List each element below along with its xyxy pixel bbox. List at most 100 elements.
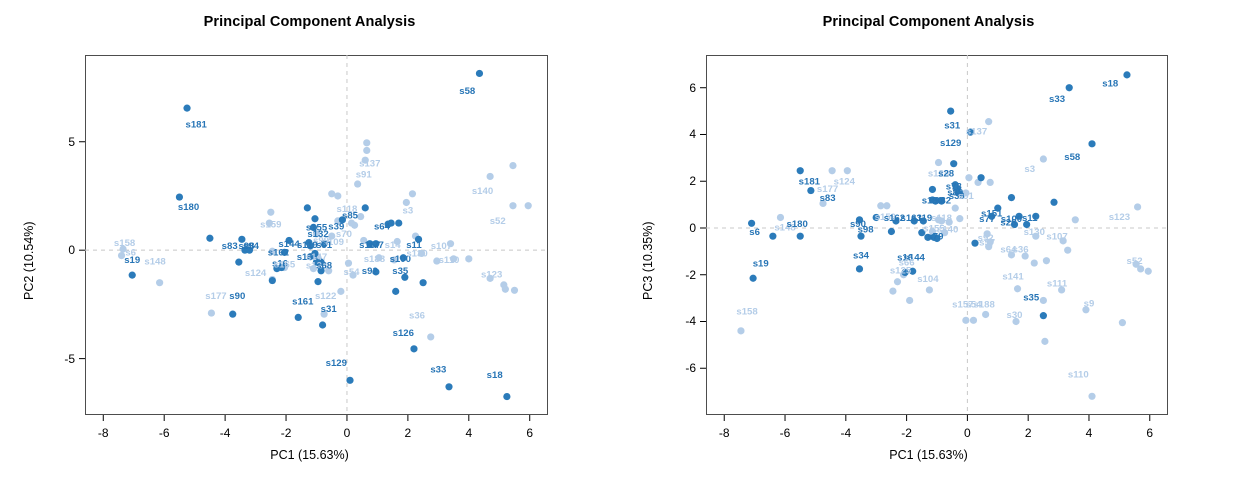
point-label: s181 bbox=[799, 177, 821, 188]
scatter-canvas: s18s33s31s137s129s58s3s181s177s124s128s2… bbox=[700, 55, 1168, 421]
scatter-point bbox=[977, 174, 985, 182]
point-label: s52 bbox=[490, 216, 506, 227]
point-label: s64 bbox=[374, 222, 391, 233]
pca-panel-pc1-pc3: Principal Component Analysis PC1 (15.63%… bbox=[619, 0, 1238, 500]
scatter-point bbox=[924, 233, 932, 241]
scatter-point bbox=[524, 202, 532, 210]
point-label: s26 bbox=[1000, 218, 1016, 229]
point-label: s140 bbox=[937, 225, 958, 236]
scatter-point bbox=[235, 258, 243, 266]
point-label: s151 bbox=[981, 208, 1003, 219]
scatter-point bbox=[1007, 193, 1016, 202]
scatter-point bbox=[769, 232, 777, 240]
point-label: s177 bbox=[817, 184, 838, 195]
point-label: s125 bbox=[890, 266, 912, 277]
scatter-point bbox=[314, 278, 322, 286]
point-label: s159 bbox=[875, 212, 896, 223]
scatter-point bbox=[1071, 216, 1079, 224]
y-tick-label: 0 bbox=[689, 220, 696, 235]
scatter-point bbox=[449, 255, 458, 263]
point-label: s35 bbox=[1023, 292, 1040, 303]
x-tick-label: -2 bbox=[901, 426, 912, 440]
scatter-point bbox=[1042, 257, 1051, 265]
scatter-point bbox=[1032, 212, 1040, 220]
point-label: s98 bbox=[929, 195, 946, 206]
y-tick-label: 5 bbox=[68, 134, 75, 149]
x-tick-label: 2 bbox=[404, 426, 412, 440]
scatter-point bbox=[962, 316, 970, 324]
scatter-point bbox=[229, 310, 237, 318]
point-label: s35 bbox=[392, 266, 409, 277]
point-label: s83 bbox=[820, 193, 836, 204]
point-label: s90 bbox=[850, 219, 866, 230]
scatter-point bbox=[475, 69, 484, 78]
scatter-point bbox=[892, 217, 900, 225]
point-label: s111 bbox=[1047, 278, 1068, 289]
scatter-point bbox=[402, 198, 410, 207]
scatter-point bbox=[985, 118, 993, 126]
scatter-point bbox=[796, 232, 804, 240]
scatter-point bbox=[749, 274, 757, 282]
scatter-point bbox=[408, 190, 417, 198]
scatter-point bbox=[982, 310, 990, 319]
point-label: s124 bbox=[834, 177, 856, 188]
scatter-point bbox=[988, 212, 996, 220]
panel-title: Principal Component Analysis bbox=[822, 14, 1035, 30]
scatter-point bbox=[280, 248, 289, 256]
point-label: s124 bbox=[245, 268, 267, 279]
scatter-point bbox=[433, 257, 441, 265]
scatter-point bbox=[503, 392, 511, 401]
scatter-point bbox=[893, 278, 902, 286]
x-tick-label: 6 bbox=[526, 426, 534, 440]
y-tick-label: 6 bbox=[689, 80, 696, 95]
point-label: s158 bbox=[114, 238, 136, 249]
point-label: s77 bbox=[979, 214, 995, 225]
scatter-point bbox=[509, 162, 517, 170]
scatter-point bbox=[320, 240, 328, 248]
scatter-point bbox=[501, 285, 509, 293]
scatter-point bbox=[317, 258, 325, 266]
scatter-point bbox=[1015, 212, 1023, 220]
scatter-point bbox=[737, 327, 745, 335]
point-label: s89 bbox=[947, 187, 963, 198]
y-tick-label: -6 bbox=[685, 361, 696, 376]
point-label: s68 bbox=[316, 261, 333, 272]
point-label: s28 bbox=[938, 169, 955, 180]
scatter-point bbox=[399, 254, 407, 262]
point-label: s159 bbox=[260, 219, 281, 230]
point-label: s190 bbox=[922, 195, 943, 206]
scatter-point bbox=[207, 309, 216, 317]
scatter-point bbox=[419, 279, 427, 287]
point-label: s162 bbox=[884, 213, 905, 224]
point-label: s99 bbox=[313, 236, 329, 247]
point-label: s144 bbox=[278, 239, 300, 250]
scatter-point bbox=[306, 242, 315, 250]
point-label: s3 bbox=[1024, 164, 1035, 175]
scatter-point bbox=[337, 287, 345, 295]
scatter-point bbox=[1039, 155, 1047, 163]
point-label: s3 bbox=[403, 205, 414, 216]
point-label: s9 bbox=[1084, 298, 1095, 309]
scatter-point bbox=[796, 167, 804, 175]
scatter-point bbox=[361, 204, 369, 212]
x-tick-label: -6 bbox=[158, 426, 170, 440]
scatter-point bbox=[175, 193, 184, 201]
point-label: s180 bbox=[178, 202, 199, 213]
point-label: s6 bbox=[125, 248, 136, 259]
scatter-point bbox=[1050, 198, 1058, 206]
y-tick-label: 4 bbox=[689, 127, 696, 142]
point-label: s100 bbox=[390, 254, 411, 265]
point-label: s33 bbox=[1049, 94, 1065, 105]
point-label: s128 bbox=[928, 169, 950, 180]
plot-area bbox=[85, 55, 548, 415]
point-label: s92 bbox=[362, 266, 378, 277]
point-label: s18 bbox=[1102, 79, 1119, 90]
scatter-point bbox=[901, 268, 909, 277]
x-tick-label: -4 bbox=[840, 426, 852, 440]
scatter-point bbox=[1144, 267, 1152, 275]
point-label: s132 bbox=[307, 229, 328, 240]
point-label: s157 bbox=[952, 299, 973, 310]
point-label: s39 bbox=[328, 222, 344, 233]
scatter-point bbox=[918, 229, 926, 237]
